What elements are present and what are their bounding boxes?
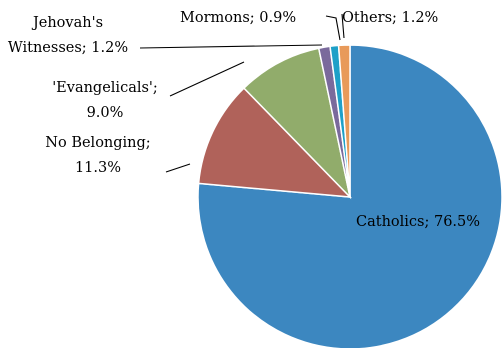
label-others: Others; 1.2% xyxy=(342,10,438,26)
label-jehovahs-line1: Jehovah's xyxy=(31,15,103,31)
leader-others xyxy=(341,13,345,39)
label-jehovahs-line2: Witnesses; 1.2% xyxy=(8,40,128,56)
leader-lines xyxy=(139,13,345,173)
pie-slice-no-belonging xyxy=(197,87,352,198)
label-catholics: Catholics; 76.5% xyxy=(356,214,480,230)
label-evangelicals-line2: 9.0% xyxy=(87,105,124,121)
pie-slice-catholics xyxy=(197,44,502,348)
leader-jehovahs xyxy=(139,44,323,49)
pie-slice-evangelicals xyxy=(242,47,352,200)
pie-slices xyxy=(197,44,502,348)
leader-evangelicals xyxy=(169,61,245,97)
label-evangelicals-line1: 'Evangelicals'; xyxy=(52,80,158,96)
label-no-belonging-line2: 11.3% xyxy=(75,160,121,176)
leader-no-belonging xyxy=(165,163,191,173)
pie-slice-others xyxy=(337,44,351,198)
label-mormons: Mormons; 0.9% xyxy=(180,10,296,26)
leader-mormons xyxy=(325,15,341,41)
label-no-belonging-line1: No Belonging; xyxy=(45,135,150,151)
